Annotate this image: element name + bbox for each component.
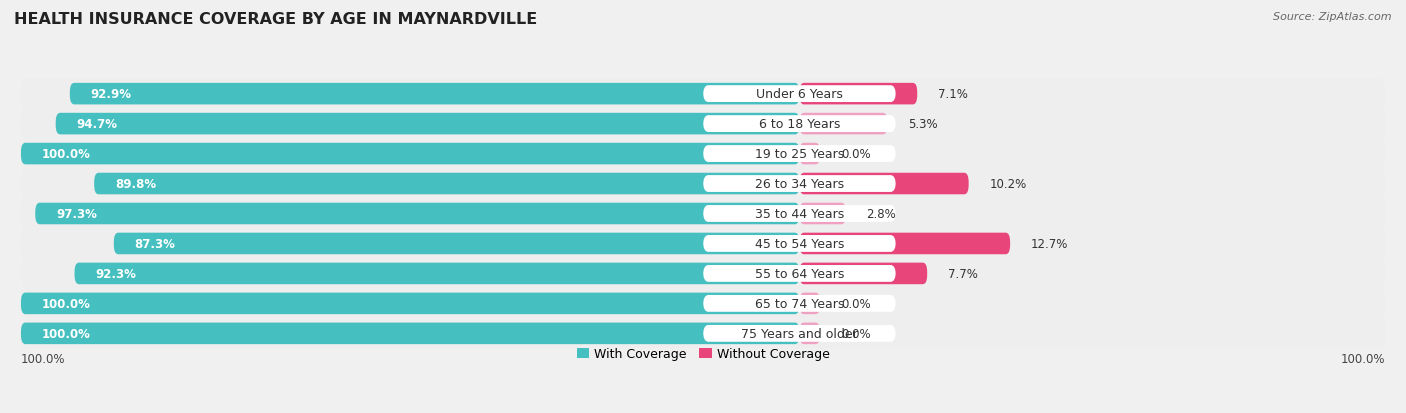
Text: 89.8%: 89.8% [115, 178, 156, 190]
FancyBboxPatch shape [21, 169, 1385, 199]
FancyBboxPatch shape [703, 235, 896, 252]
Text: 7.7%: 7.7% [948, 267, 977, 280]
Text: 19 to 25 Years: 19 to 25 Years [755, 148, 844, 161]
FancyBboxPatch shape [703, 86, 896, 103]
Text: 10.2%: 10.2% [990, 178, 1026, 190]
FancyBboxPatch shape [21, 259, 1385, 289]
FancyBboxPatch shape [75, 263, 800, 285]
Text: 100.0%: 100.0% [42, 327, 90, 340]
Text: 26 to 34 Years: 26 to 34 Years [755, 178, 844, 190]
FancyBboxPatch shape [800, 323, 820, 344]
FancyBboxPatch shape [70, 84, 800, 105]
FancyBboxPatch shape [703, 116, 896, 133]
FancyBboxPatch shape [21, 293, 800, 314]
Text: 92.3%: 92.3% [96, 267, 136, 280]
FancyBboxPatch shape [800, 143, 820, 165]
Text: 5.3%: 5.3% [908, 118, 938, 131]
Text: 100.0%: 100.0% [21, 352, 66, 366]
FancyBboxPatch shape [21, 139, 1385, 169]
FancyBboxPatch shape [21, 323, 800, 344]
FancyBboxPatch shape [703, 295, 896, 312]
FancyBboxPatch shape [703, 206, 896, 222]
FancyBboxPatch shape [21, 143, 800, 165]
FancyBboxPatch shape [800, 203, 846, 225]
FancyBboxPatch shape [94, 173, 800, 195]
Text: Under 6 Years: Under 6 Years [756, 88, 842, 101]
Text: 0.0%: 0.0% [841, 297, 870, 310]
Text: 2.8%: 2.8% [866, 207, 896, 221]
FancyBboxPatch shape [800, 233, 1010, 255]
Text: 35 to 44 Years: 35 to 44 Years [755, 207, 844, 221]
Text: HEALTH INSURANCE COVERAGE BY AGE IN MAYNARDVILLE: HEALTH INSURANCE COVERAGE BY AGE IN MAYN… [14, 12, 537, 27]
FancyBboxPatch shape [21, 109, 1385, 139]
FancyBboxPatch shape [800, 114, 887, 135]
FancyBboxPatch shape [800, 263, 927, 285]
Legend: With Coverage, Without Coverage: With Coverage, Without Coverage [576, 347, 830, 361]
Text: 100.0%: 100.0% [42, 148, 90, 161]
FancyBboxPatch shape [21, 199, 1385, 229]
Text: 0.0%: 0.0% [841, 148, 870, 161]
FancyBboxPatch shape [114, 233, 800, 255]
FancyBboxPatch shape [703, 146, 896, 163]
Text: 100.0%: 100.0% [42, 297, 90, 310]
Text: 55 to 64 Years: 55 to 64 Years [755, 267, 844, 280]
Text: 65 to 74 Years: 65 to 74 Years [755, 297, 844, 310]
Text: 100.0%: 100.0% [1340, 352, 1385, 366]
Text: 87.3%: 87.3% [135, 237, 176, 250]
FancyBboxPatch shape [703, 176, 896, 192]
FancyBboxPatch shape [21, 289, 1385, 318]
FancyBboxPatch shape [800, 173, 969, 195]
Text: Source: ZipAtlas.com: Source: ZipAtlas.com [1274, 12, 1392, 22]
FancyBboxPatch shape [800, 293, 820, 314]
FancyBboxPatch shape [56, 114, 800, 135]
Text: 0.0%: 0.0% [841, 327, 870, 340]
Text: 75 Years and older: 75 Years and older [741, 327, 858, 340]
FancyBboxPatch shape [21, 79, 1385, 109]
FancyBboxPatch shape [703, 325, 896, 342]
Text: 6 to 18 Years: 6 to 18 Years [759, 118, 841, 131]
Text: 97.3%: 97.3% [56, 207, 97, 221]
FancyBboxPatch shape [21, 318, 1385, 349]
FancyBboxPatch shape [35, 203, 800, 225]
Text: 12.7%: 12.7% [1031, 237, 1069, 250]
Text: 94.7%: 94.7% [76, 118, 117, 131]
FancyBboxPatch shape [703, 266, 896, 282]
FancyBboxPatch shape [800, 84, 917, 105]
Text: 92.9%: 92.9% [90, 88, 132, 101]
Text: 7.1%: 7.1% [938, 88, 967, 101]
FancyBboxPatch shape [21, 229, 1385, 259]
Text: 45 to 54 Years: 45 to 54 Years [755, 237, 844, 250]
